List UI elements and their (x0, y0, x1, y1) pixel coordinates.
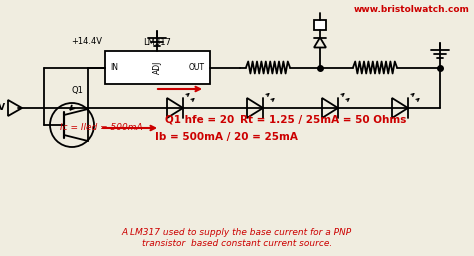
Text: OUT: OUT (189, 63, 205, 72)
Text: Rt = 1.25 / 25mA = 50 Ohms: Rt = 1.25 / 25mA = 50 Ohms (240, 115, 406, 125)
Bar (105, 51, 210, 84)
Text: Q1: Q1 (71, 86, 83, 95)
Text: Ic = Iled = 500mA: Ic = Iled = 500mA (60, 123, 143, 132)
Text: LM317: LM317 (144, 38, 172, 47)
Text: IN: IN (110, 63, 118, 72)
Bar (314, 19, 326, 29)
Text: +15V: +15V (0, 103, 5, 112)
Text: Ib = 500mA / 20 = 25mA: Ib = 500mA / 20 = 25mA (155, 132, 298, 142)
Text: ADJ: ADJ (153, 61, 162, 74)
Text: +14.4V: +14.4V (71, 37, 102, 46)
Text: Q1 hfe = 20: Q1 hfe = 20 (165, 115, 234, 125)
Text: A LM317 used to supply the base current for a PNP
transistor  based constant cur: A LM317 used to supply the base current … (122, 228, 352, 248)
Text: www.bristolwatch.com: www.bristolwatch.com (354, 5, 470, 14)
